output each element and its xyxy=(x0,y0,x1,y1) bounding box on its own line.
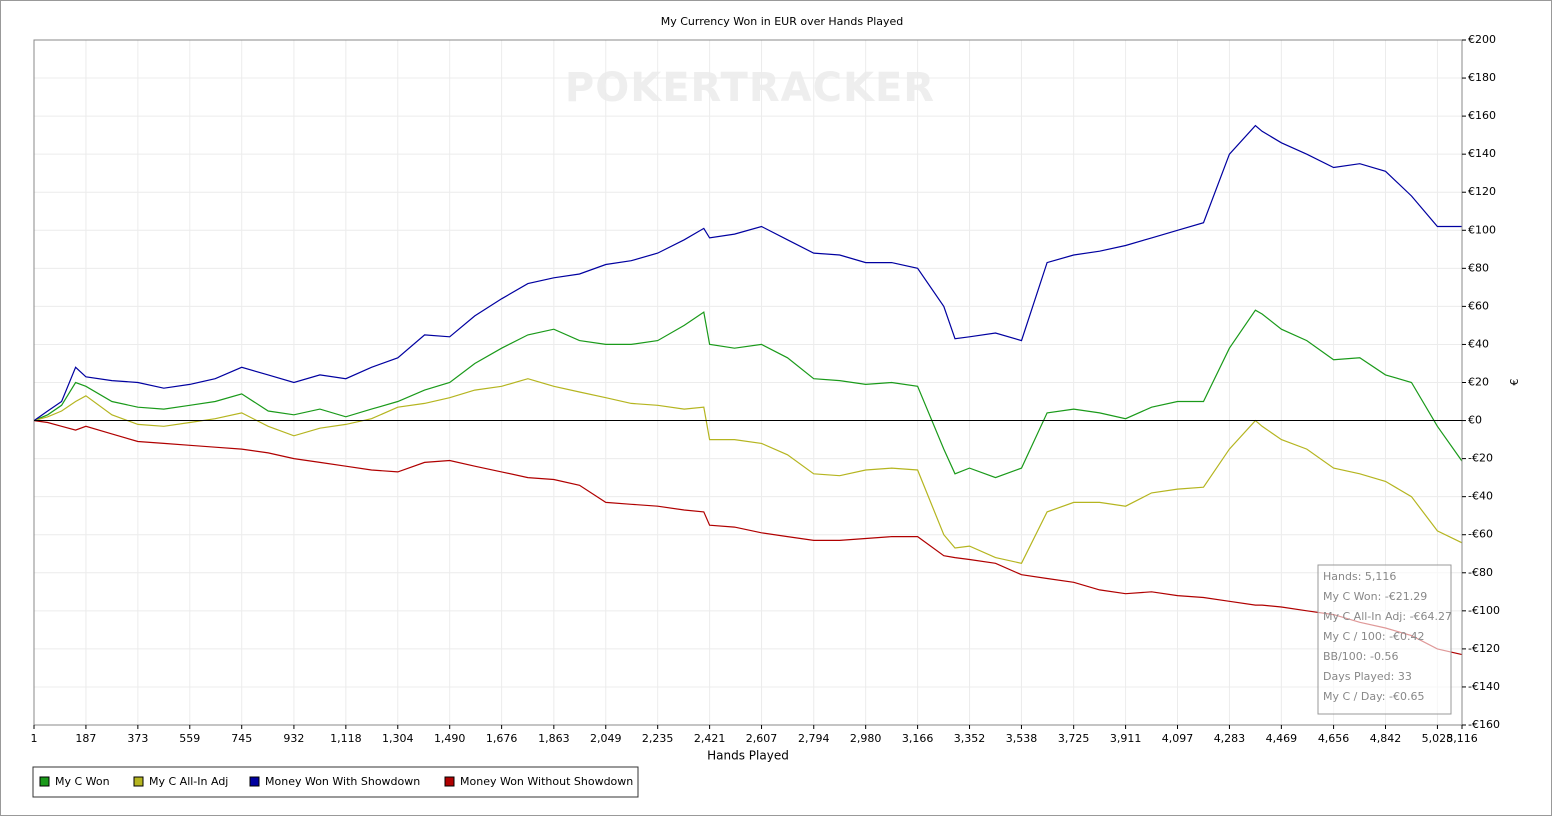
x-tick-label: 3,725 xyxy=(1058,732,1090,745)
chart-title: My Currency Won in EUR over Hands Played xyxy=(661,15,904,28)
y-tick-label: €60 xyxy=(1468,299,1489,312)
x-tick-label: 745 xyxy=(231,732,252,745)
y-tick-label: €200 xyxy=(1468,33,1496,46)
tooltip-box xyxy=(1317,564,1452,715)
x-tick-label: 2,794 xyxy=(798,732,830,745)
tooltip-line: BB/100: -0.56 xyxy=(1323,650,1398,663)
x-tick-label: 1 xyxy=(31,732,38,745)
tooltip-line: Hands: 5,116 xyxy=(1323,570,1396,583)
legend-swatch xyxy=(444,776,455,787)
y-tick-label: €40 xyxy=(1468,337,1489,350)
x-tick-label: 932 xyxy=(283,732,304,745)
x-tick-label: 4,283 xyxy=(1214,732,1246,745)
y-tick-label: -€80 xyxy=(1468,566,1493,579)
legend-swatch xyxy=(249,776,260,787)
y-tick-label: €80 xyxy=(1468,261,1489,274)
x-tick-label: 1,676 xyxy=(486,732,518,745)
series-line xyxy=(33,420,1463,656)
x-tick-label: 2,049 xyxy=(590,732,622,745)
y-tick-label: €120 xyxy=(1468,185,1496,198)
x-tick-label: 3,911 xyxy=(1110,732,1142,745)
x-tick-label: 2,980 xyxy=(850,732,882,745)
y-tick-label: €100 xyxy=(1468,223,1496,236)
series-line xyxy=(33,309,1463,479)
y-tick-label: -€100 xyxy=(1468,604,1500,617)
legend-swatch xyxy=(39,776,50,787)
x-tick-label: 2,421 xyxy=(694,732,726,745)
y-tick-label: -€160 xyxy=(1468,718,1500,731)
x-tick-label: 2,607 xyxy=(746,732,778,745)
x-tick-label: 1,304 xyxy=(382,732,414,745)
y-tick-label: €160 xyxy=(1468,109,1496,122)
tooltip-line: My C Won: -€21.29 xyxy=(1323,590,1427,603)
legend-swatch xyxy=(133,776,144,787)
x-tick-label: 5,116 xyxy=(1446,732,1478,745)
legend-label: Money Won Without Showdown xyxy=(460,775,633,788)
x-tick-label: 1,118 xyxy=(330,732,362,745)
tooltip-line: My C / Day: -€0.65 xyxy=(1323,690,1424,703)
y-tick-label: €0 xyxy=(1468,414,1482,427)
y-tick-label: €180 xyxy=(1468,71,1496,84)
y-axis-label: € xyxy=(1508,379,1521,386)
y-tick-label: €140 xyxy=(1468,147,1496,160)
x-axis-label: Hands Played xyxy=(707,749,789,763)
x-tick-label: 373 xyxy=(127,732,148,745)
x-tick-label: 3,166 xyxy=(902,732,934,745)
series-line xyxy=(33,378,1463,564)
y-tick-label: €20 xyxy=(1468,376,1489,389)
y-tick-label: -€40 xyxy=(1468,490,1493,503)
x-tick-label: 4,842 xyxy=(1370,732,1402,745)
x-tick-label: 2,235 xyxy=(642,732,674,745)
y-tick-label: -€120 xyxy=(1468,642,1500,655)
tooltip-line: Days Played: 33 xyxy=(1323,670,1412,683)
tooltip-line: My C / 100: -€0.42 xyxy=(1323,630,1425,643)
x-tick-label: 4,469 xyxy=(1266,732,1298,745)
legend-label: Money Won With Showdown xyxy=(265,775,420,788)
x-tick-label: 1,490 xyxy=(434,732,466,745)
series-line xyxy=(33,124,1462,422)
x-tick-label: 1,863 xyxy=(538,732,570,745)
y-tick-label: -€140 xyxy=(1468,680,1500,693)
x-tick-label: 4,097 xyxy=(1162,732,1194,745)
watermark: POKERTRACKER xyxy=(565,65,935,111)
x-tick-label: 5,028 xyxy=(1422,732,1454,745)
legend-label: My C Won xyxy=(55,775,110,788)
x-tick-label: 4,656 xyxy=(1318,732,1350,745)
x-tick-label: 187 xyxy=(75,732,96,745)
y-tick-label: -€60 xyxy=(1468,528,1493,541)
y-tick-label: -€20 xyxy=(1468,452,1493,465)
legend-label: My C All-In Adj xyxy=(149,775,228,788)
x-tick-label: 559 xyxy=(179,732,200,745)
tooltip-line: My C All-In Adj: -€64.27 xyxy=(1323,610,1452,623)
x-tick-label: 3,538 xyxy=(1006,732,1038,745)
x-tick-label: 3,352 xyxy=(954,732,986,745)
